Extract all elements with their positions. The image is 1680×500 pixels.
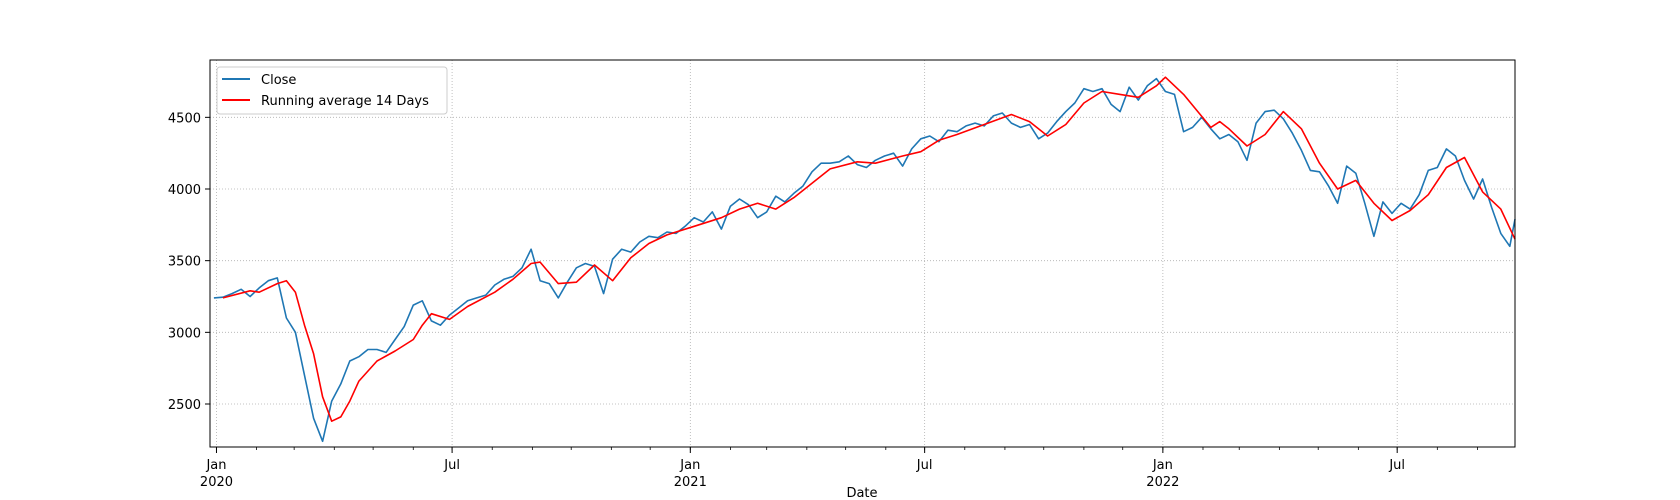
legend-box: [216, 66, 448, 115]
x-tick-year-label: 2020: [200, 475, 233, 490]
legend-label-close: Close: [261, 73, 296, 88]
x-tick-year-label: 2021: [674, 475, 707, 490]
x-tick-label: Jan: [1152, 458, 1173, 473]
x-tick-label: Jul: [1388, 458, 1405, 473]
x-tick-label: Jan: [205, 458, 226, 473]
x-tick-label: Jan: [679, 458, 700, 473]
x-axis-label: Date: [846, 486, 877, 500]
legend-label-running-average: Running average 14 Days: [261, 94, 429, 109]
y-tick-label: 3500: [168, 255, 201, 270]
y-tick-label: 4500: [168, 111, 201, 126]
y-tick-label: 3000: [168, 326, 201, 341]
y-tick-label: 4000: [168, 183, 201, 198]
x-tick-label: Jul: [916, 458, 933, 473]
series-lines: [213, 76, 1516, 443]
plot-area: [210, 60, 1515, 447]
series-line-running-average: [222, 76, 1516, 423]
x-tick-year-label: 2022: [1146, 475, 1179, 490]
plot-frame: [209, 59, 1516, 448]
legend: Close Running average 14 Days: [216, 66, 448, 115]
x-axis: Jan 2020 Jul Jan 2021 Jul Jan 2022 Jul: [200, 447, 1478, 490]
series-line-close: [213, 77, 1516, 443]
x-tick-label: Jul: [443, 458, 460, 473]
y-axis: 2500 3000 3500 4000 4500: [168, 111, 210, 413]
y-tick-label: 2500: [168, 398, 201, 413]
